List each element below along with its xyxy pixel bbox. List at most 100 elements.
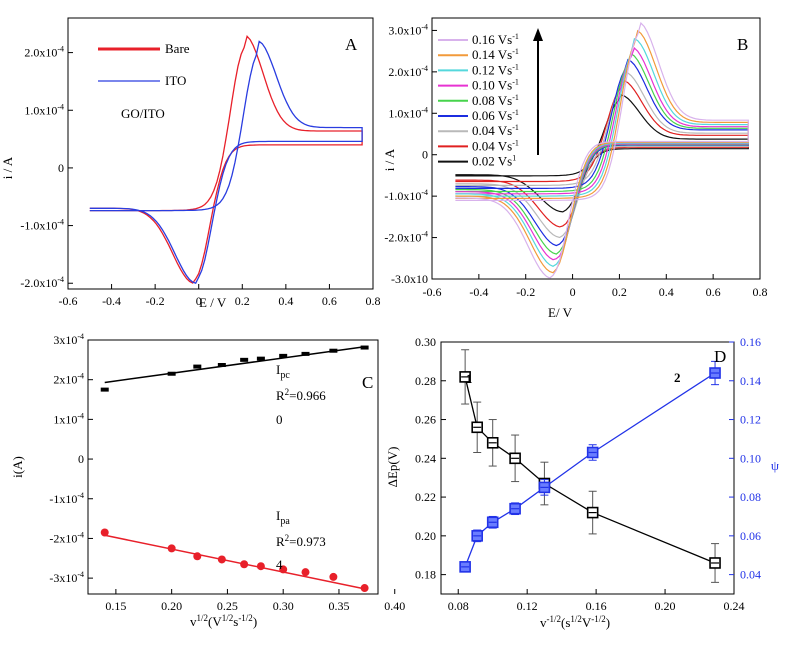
panel-a: -0.6 -0.4 -0.2 0 0.2 0.4 0.6 0.8 2.0x10-4 1.0x10-…: [0, 17, 381, 310]
y-tick-label: 0: [422, 148, 428, 162]
panel-d: 0.08 0.12 0.16 0.20 0.24 0.18 0.20 0.22 0.24 0.26…: [385, 335, 779, 630]
legend-label: 0.06 Vs-1: [472, 108, 519, 123]
panel-c-xlabel: v1/2(V1/2s-1/2): [190, 613, 257, 629]
data-point-ipc: [240, 357, 249, 362]
panel-a-curves: [89, 34, 363, 285]
y-tick-label: 2.0x10-4: [388, 64, 428, 79]
data-point-ipa: [167, 544, 176, 553]
y-tick-label-right: 0.08: [740, 490, 761, 504]
data-point-ipa: [329, 572, 338, 581]
x-tick-label: -0.4: [102, 294, 121, 308]
x-tick-label: 0.6: [706, 285, 721, 299]
y-tick-label-left: 0.24: [415, 451, 436, 465]
legend-label: 0.10 Vs-1: [472, 78, 519, 93]
scan-rate-arrow: [533, 28, 543, 155]
x-tick-label: 0.24: [724, 599, 745, 613]
series-label-2: 2: [674, 370, 681, 385]
panel-b-legend: 0.16 Vs-10.14 Vs-10.12 Vs-10.10 Vs-10.08…: [438, 32, 519, 169]
x-tick-label: -0.2: [516, 285, 535, 299]
y-tick-label: 3.0x10-4: [388, 22, 428, 37]
data-point-ipc: [256, 356, 265, 361]
y-tick-label-left: 0.28: [415, 374, 436, 388]
panel-a-ylabel: i / A: [0, 156, 15, 179]
panel-b-label: B: [737, 35, 748, 54]
y-tick-label-left: 0.22: [415, 490, 436, 504]
y-tick-label: 3x10-4: [53, 332, 84, 347]
panel-c-plot: [100, 345, 369, 593]
y-tick-label: -2.0x10-4: [20, 275, 64, 290]
panel-a-ticks: -0.6 -0.4 -0.2 0 0.2 0.4 0.6 0.8 2.0x10-4 1.0x10-…: [20, 45, 380, 308]
panel-d-plot: [459, 349, 721, 583]
y-tick-label: -3.0x10: [391, 272, 428, 286]
data-point-ipc: [217, 363, 226, 368]
y-tick-label: -1x10-4: [49, 491, 84, 506]
y-tick-label-left: 0.26: [415, 413, 436, 427]
panel-b: -0.6 -0.4 -0.2 0 0.2 0.4 0.6 0.8 3.0x10-4 2.0x10-…: [382, 17, 768, 320]
y-tick-label-left: 0.30: [415, 335, 436, 349]
x-tick-label: 0.20: [161, 599, 182, 613]
legend-label-ito: ITO: [165, 73, 186, 88]
x-tick-label: 0.16: [586, 599, 607, 613]
y-tick-label: -3x10-4: [49, 570, 84, 585]
x-tick-label: 0: [196, 294, 202, 308]
panel-c-ticks: 0.15 0.20 0.25 0.30 0.35 0.40 3x10-4 2x10-4 1x10…: [49, 332, 405, 613]
panel-d-ylabel-right: ψ: [771, 458, 779, 473]
data-point-ipa: [100, 528, 109, 537]
y-tick-label: 2.0x10-4: [24, 45, 64, 60]
legend-label: 0.12 Vs-1: [472, 62, 519, 77]
data-point-ipa: [301, 568, 310, 577]
x-tick-label: 0.2: [235, 294, 250, 308]
y-tick-label-right: 0.04: [740, 568, 761, 582]
data-point-ipc: [329, 348, 338, 353]
annotation-r2-ipc: R2=0.966: [276, 387, 326, 403]
x-tick-label: 0.4: [278, 294, 293, 308]
panel-b-ticks: -0.6 -0.4 -0.2 0 0.2 0.4 0.6 0.8 3.0x10-4 2.0x10-…: [384, 22, 767, 299]
x-tick-label: 0.25: [217, 599, 238, 613]
y-tick-label-right: 0.14: [740, 374, 761, 388]
y-tick-label: 0: [58, 161, 64, 175]
data-point-ipa: [240, 560, 249, 569]
y-tick-label: 0: [78, 452, 84, 466]
panel-c-label: C: [362, 373, 373, 392]
y-tick-label: -2.0x10-4: [384, 230, 428, 245]
annotation-ipa: Ipa: [276, 508, 290, 527]
x-tick-label: 0.12: [517, 599, 538, 613]
x-tick-label: 0.4: [659, 285, 674, 299]
legend-label: 0.04 Vs-1: [472, 138, 519, 153]
data-point-ipc: [360, 345, 369, 350]
series-label-1: 1: [466, 371, 473, 386]
x-tick-label: -0.6: [423, 285, 442, 299]
fit-line-ipc: [104, 346, 365, 384]
data-point-ipc: [167, 371, 176, 376]
panel-d-label: D: [714, 347, 726, 366]
panel-d-ticks: 0.08 0.12 0.16 0.20 0.24 0.18 0.20 0.22 0.24 0.26…: [415, 335, 761, 613]
panel-a-legend: Bare ITO GO/ITO: [98, 41, 190, 121]
x-tick-label: 0.15: [105, 599, 126, 613]
x-tick-label: 0.8: [753, 285, 768, 299]
annotation-ipc: Ipc: [276, 362, 290, 381]
data-point-ipa: [256, 562, 265, 571]
x-tick-label: 0.35: [328, 599, 349, 613]
y-tick-label: -1.0x10-4: [384, 188, 428, 203]
panel-d-frame: [440, 341, 735, 595]
x-tick-label: -0.2: [146, 294, 165, 308]
panel-b-frame: [431, 17, 761, 280]
data-point-ipc: [279, 353, 288, 358]
x-tick-label: -0.6: [59, 294, 78, 308]
legend-label: 0.08 Vs-1: [472, 93, 519, 108]
y-tick-label: 1.0x10-4: [24, 102, 64, 117]
x-tick-label: 0.6: [322, 294, 337, 308]
y-tick-label-left: 0.18: [415, 568, 436, 582]
y-tick-label: 1.0x10-4: [388, 105, 428, 120]
legend-label: 0.14 Vs-1: [472, 47, 519, 62]
x-tick-label: 0.2: [612, 285, 627, 299]
legend-label-go-ito: GO/ITO: [121, 106, 165, 121]
legend-label-bare: Bare: [165, 41, 190, 56]
y-tick-label: -1.0x10-4: [20, 218, 64, 233]
panel-a-xlabel: E / V: [199, 295, 227, 310]
panel-c-annotations: Ipc R2=0.966 0 Ipa R2=0.973 4: [276, 362, 326, 572]
data-point-ipa: [217, 555, 226, 564]
panel-a-label: A: [345, 35, 358, 54]
